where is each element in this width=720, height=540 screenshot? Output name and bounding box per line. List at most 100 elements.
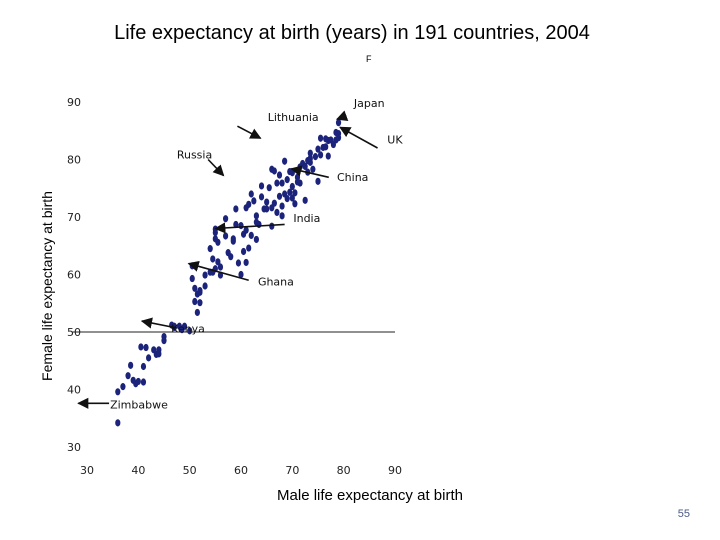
annotation-label: Russia	[177, 148, 212, 161]
data-point	[317, 134, 324, 142]
data-point	[187, 327, 193, 335]
data-point	[210, 255, 216, 263]
data-point	[315, 177, 321, 185]
data-point	[266, 184, 272, 192]
data-point	[251, 197, 257, 205]
data-point	[215, 238, 221, 246]
x-axis-ticks: 30 40 50 60 70 80 90	[80, 464, 402, 477]
data-point	[258, 182, 265, 190]
y-tick-label: 70	[67, 211, 81, 224]
data-point	[243, 258, 249, 267]
data-point	[302, 196, 308, 204]
y-tick-label: 60	[67, 269, 81, 282]
annotation-arrow	[335, 110, 349, 121]
data-point	[297, 179, 303, 187]
data-point	[215, 258, 221, 266]
data-point	[233, 205, 239, 213]
data-point	[282, 157, 288, 165]
data-point	[189, 274, 195, 283]
slide-subtitle: F	[366, 54, 372, 64]
data-point	[302, 162, 308, 170]
data-point	[325, 152, 331, 160]
data-point	[217, 263, 224, 271]
data-point	[246, 244, 252, 252]
data-point	[192, 297, 198, 306]
data-point	[276, 171, 283, 179]
x-axis-label: Male life expectancy at birth	[277, 487, 463, 504]
data-point	[284, 176, 290, 184]
data-point	[125, 372, 131, 380]
data-point	[271, 199, 277, 207]
data-point	[156, 346, 162, 354]
data-point	[115, 419, 121, 427]
data-point	[233, 220, 239, 229]
annotation-label: Kenya	[171, 323, 205, 336]
y-tick-label: 90	[67, 96, 81, 109]
data-point	[228, 253, 234, 261]
annotation-arrow	[290, 165, 329, 179]
x-tick-label: 60	[234, 464, 248, 477]
annotation-arrow	[214, 222, 285, 234]
annotation-arrow	[207, 158, 225, 177]
annotation-arrow	[187, 260, 249, 282]
data-point	[120, 383, 126, 391]
data-point	[323, 135, 329, 143]
annotations: Japan Lithuania UK Russia China India Ghana Ken…	[77, 97, 403, 411]
annotation-arrow	[140, 317, 177, 329]
data-point	[202, 282, 208, 290]
data-point	[248, 231, 254, 239]
data-point	[115, 388, 121, 396]
data-point	[269, 222, 275, 230]
data-point	[143, 343, 149, 352]
data-point	[140, 362, 147, 371]
data-point	[292, 189, 298, 197]
data-point	[238, 270, 244, 279]
annotation-arrow	[237, 125, 262, 139]
data-point	[287, 188, 293, 196]
y-tick-label: 80	[67, 154, 81, 167]
data-point	[146, 354, 152, 362]
data-point	[138, 343, 144, 351]
data-point	[223, 232, 229, 240]
data-point	[264, 205, 270, 213]
data-point	[305, 157, 311, 165]
data-point	[243, 204, 249, 212]
annotation-label: Zimbabwe	[110, 398, 168, 411]
data-point	[279, 202, 285, 210]
data-point	[240, 247, 247, 256]
data-point	[243, 226, 249, 234]
annotation-label: Japan	[353, 97, 385, 110]
data-point	[253, 212, 259, 220]
x-tick-label: 50	[183, 464, 197, 477]
data-point	[202, 271, 208, 279]
annotation-arrow	[339, 126, 378, 149]
data-point	[284, 195, 290, 203]
data-point	[128, 361, 134, 369]
x-tick-label: 90	[388, 464, 402, 477]
data-point	[274, 208, 280, 216]
x-tick-label: 70	[285, 464, 299, 477]
data-point	[323, 143, 329, 151]
data-point	[181, 322, 188, 330]
x-tick-label: 40	[131, 464, 145, 477]
data-point	[289, 194, 295, 202]
y-tick-label: 40	[67, 384, 81, 397]
data-point	[271, 167, 277, 175]
data-point	[292, 200, 298, 208]
data-point	[317, 151, 324, 159]
data-point	[238, 222, 244, 230]
data-point	[307, 149, 313, 157]
data-point	[130, 376, 136, 384]
data-point	[253, 235, 259, 244]
x-tick-label: 80	[337, 464, 351, 477]
page-number: 55	[677, 508, 690, 520]
data-point	[194, 308, 200, 317]
y-axis-label: Female life expectancy at birth	[39, 191, 55, 381]
data-point	[197, 299, 203, 307]
data-point	[207, 245, 213, 253]
data-point	[161, 337, 167, 345]
data-point	[235, 259, 242, 267]
data-point	[289, 182, 295, 191]
